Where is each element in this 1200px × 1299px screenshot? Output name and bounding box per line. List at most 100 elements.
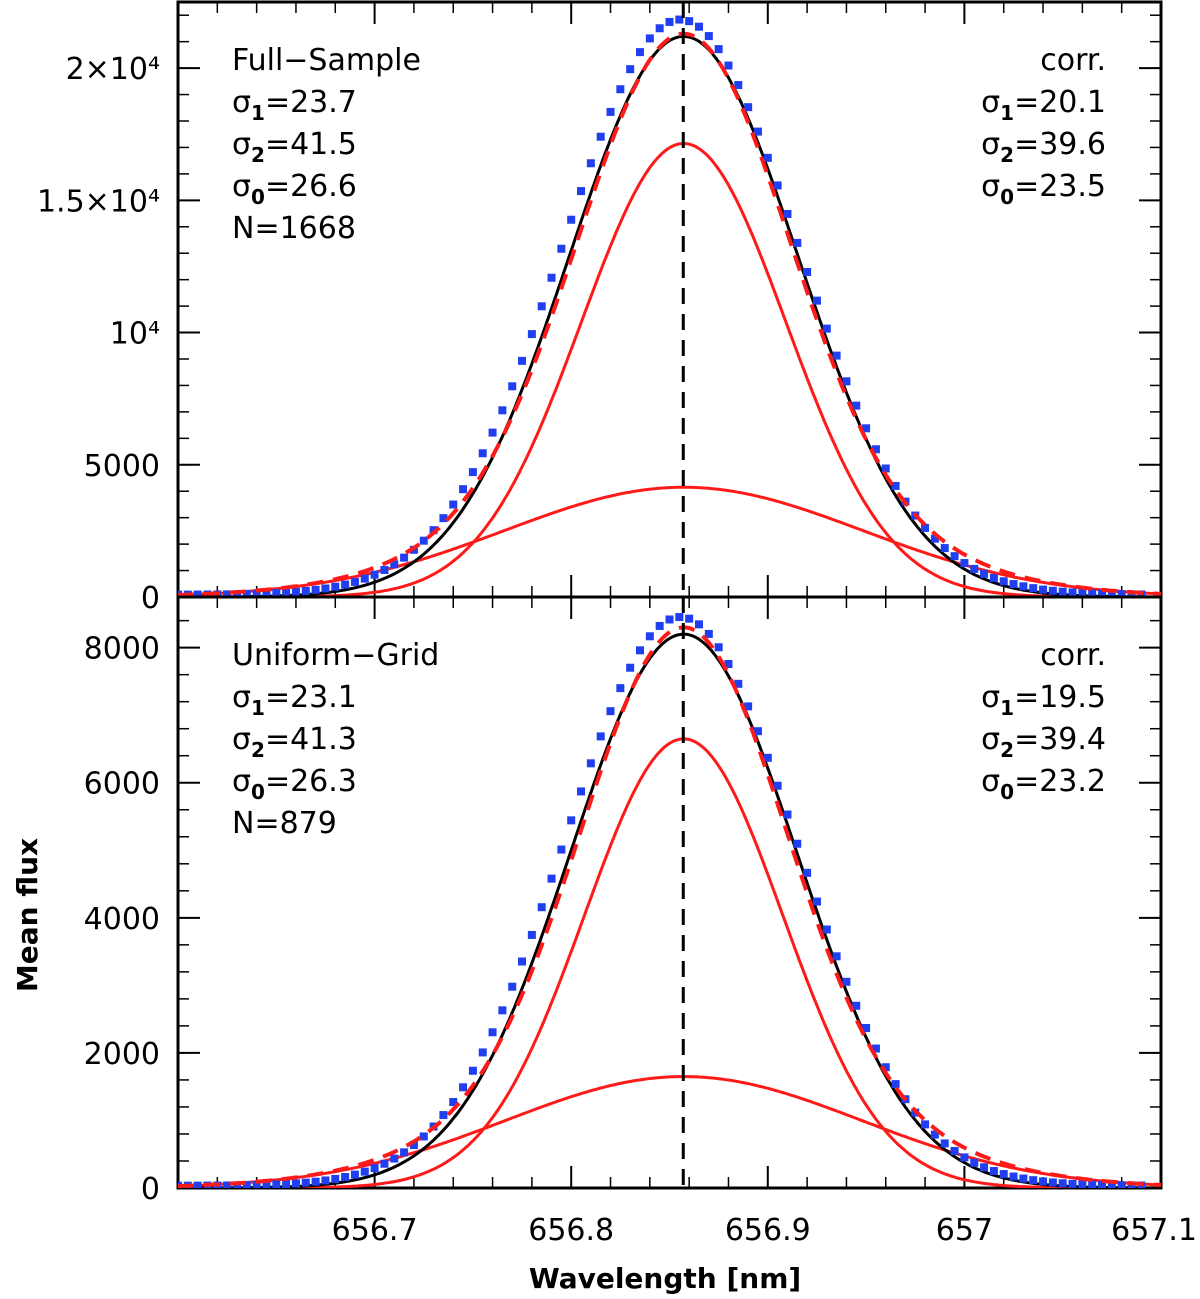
data-point	[291, 587, 300, 596]
data-point	[498, 1006, 507, 1015]
data-point	[891, 481, 900, 490]
y-tick-label: 0	[141, 581, 160, 616]
data-point	[812, 897, 821, 906]
data-point	[252, 589, 261, 597]
data-point	[419, 536, 428, 545]
data-point	[763, 753, 772, 762]
data-point	[645, 34, 654, 43]
data-point	[989, 573, 998, 582]
sample-count: N=879	[232, 806, 337, 841]
data-point	[547, 273, 556, 282]
single-gaussian-line	[178, 632, 1161, 1188]
double-gaussian-fit-line	[178, 31, 1161, 597]
data-point	[950, 1146, 959, 1155]
data-point	[468, 468, 477, 477]
data-point	[518, 957, 527, 966]
sample-count: N=1668	[232, 211, 356, 246]
data-point	[1058, 1179, 1067, 1188]
data-point	[793, 238, 802, 247]
data-point	[930, 534, 939, 543]
data-point	[822, 324, 831, 333]
data-point	[193, 590, 202, 597]
data-point	[803, 267, 812, 276]
data-point	[724, 61, 733, 70]
data-point	[331, 1174, 340, 1183]
data-point	[262, 1180, 271, 1188]
data-point	[577, 187, 586, 196]
x-axis-title: Wavelength [nm]	[529, 1262, 801, 1295]
corr-title: corr.	[1040, 43, 1106, 78]
data-point	[675, 613, 684, 622]
panel-title: Full−Sample	[232, 43, 421, 78]
data-point	[567, 816, 576, 825]
data-point	[606, 707, 615, 716]
data-point	[252, 1181, 261, 1188]
data-point	[871, 1044, 880, 1053]
data-point	[753, 727, 762, 736]
data-point	[380, 565, 389, 574]
data-point	[753, 127, 762, 136]
data-point	[665, 17, 674, 26]
data-point	[655, 621, 664, 630]
data-point	[449, 500, 458, 509]
data-point	[567, 215, 576, 224]
data-point	[803, 868, 812, 877]
x-tick-label: 656.8	[528, 1213, 614, 1248]
data-point	[871, 445, 880, 454]
data-point	[1039, 585, 1048, 594]
data-point	[409, 1141, 418, 1150]
data-point	[970, 564, 979, 573]
data-point	[331, 582, 340, 591]
data-point	[193, 1181, 202, 1188]
data-point	[970, 1158, 979, 1167]
data-point	[714, 45, 723, 54]
data-point	[1048, 586, 1057, 595]
data-point	[527, 930, 536, 939]
data-point	[812, 296, 821, 305]
narrow-gaussian-line	[178, 141, 1161, 597]
x-tick-label: 657.1	[1111, 1213, 1197, 1248]
plot-area	[178, 597, 1161, 1188]
data-point	[262, 589, 271, 597]
data-point	[930, 1130, 939, 1139]
y-tick-label: 6000	[84, 767, 160, 802]
broad-gaussian-line	[178, 485, 1161, 597]
data-point	[1048, 1178, 1057, 1187]
data-point	[1088, 1180, 1097, 1188]
data-point	[1107, 1181, 1116, 1188]
corr-sigma1-label: σ1=20.1	[981, 85, 1106, 125]
plot-frame	[176, 595, 1163, 1190]
data-point	[832, 351, 841, 360]
data-point	[596, 132, 605, 141]
data-point	[714, 643, 723, 652]
data-point	[291, 1179, 300, 1188]
sigma1-label: σ1=23.1	[232, 680, 357, 720]
data-point	[1078, 588, 1087, 597]
data-point	[704, 32, 713, 41]
corr-sigma0-label: σ0=23.2	[981, 764, 1106, 804]
data-point	[223, 590, 232, 597]
data-point	[734, 679, 743, 688]
data-point	[724, 659, 733, 668]
data-point	[940, 1139, 949, 1148]
data-point	[960, 559, 969, 568]
data-point	[478, 1048, 487, 1057]
data-point	[380, 1159, 389, 1168]
x-tick-label: 656.9	[725, 1213, 811, 1248]
y-tick-label: 5000	[84, 449, 160, 484]
data-point	[842, 377, 851, 386]
y-tick-label: 0	[141, 1172, 160, 1207]
data-point	[1019, 582, 1028, 591]
data-point	[852, 1001, 861, 1010]
data-point	[694, 620, 703, 629]
data-point	[881, 1063, 890, 1072]
data-point	[439, 1111, 448, 1120]
data-point	[783, 209, 792, 218]
corr-sigma0-label: σ0=23.5	[981, 169, 1106, 209]
data-points	[178, 15, 1146, 597]
data-point	[1019, 1174, 1028, 1183]
data-point	[459, 485, 468, 494]
data-point	[390, 560, 399, 569]
